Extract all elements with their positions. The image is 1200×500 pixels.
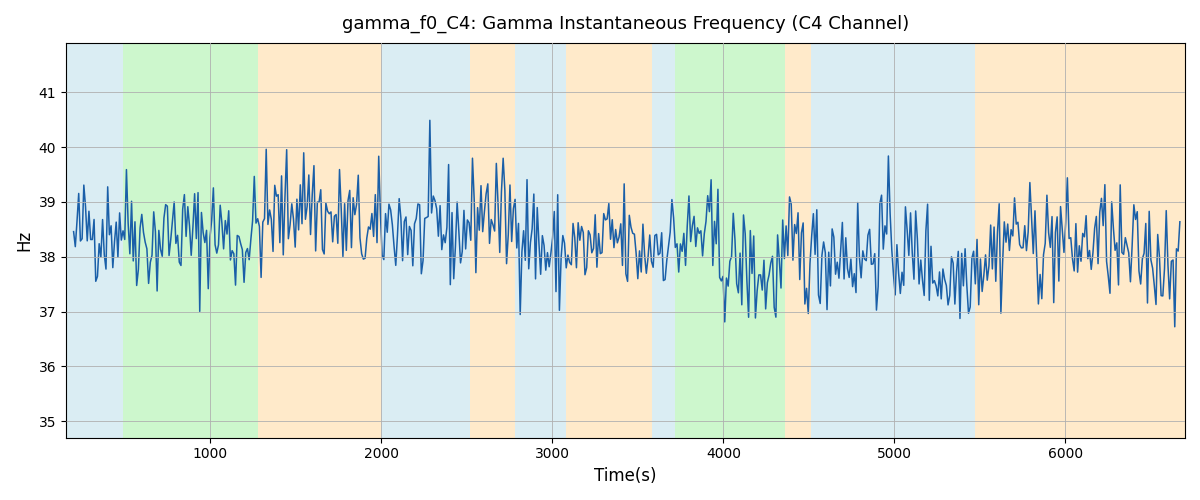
Bar bbox=[810, 43, 974, 438]
Bar bbox=[1018, 43, 1184, 438]
Bar bbox=[652, 43, 676, 438]
Bar bbox=[66, 43, 124, 438]
Y-axis label: Hz: Hz bbox=[16, 230, 34, 251]
Bar bbox=[382, 43, 470, 438]
Title: gamma_f0_C4: Gamma Instantaneous Frequency (C4 Channel): gamma_f0_C4: Gamma Instantaneous Frequen… bbox=[342, 15, 910, 34]
Bar bbox=[515, 43, 566, 438]
Bar bbox=[566, 43, 652, 438]
Bar bbox=[258, 43, 382, 438]
Bar bbox=[470, 43, 515, 438]
Bar bbox=[676, 43, 691, 438]
Bar bbox=[691, 43, 785, 438]
X-axis label: Time(s): Time(s) bbox=[594, 467, 656, 485]
Bar bbox=[124, 43, 258, 438]
Bar bbox=[785, 43, 810, 438]
Bar bbox=[974, 43, 1018, 438]
